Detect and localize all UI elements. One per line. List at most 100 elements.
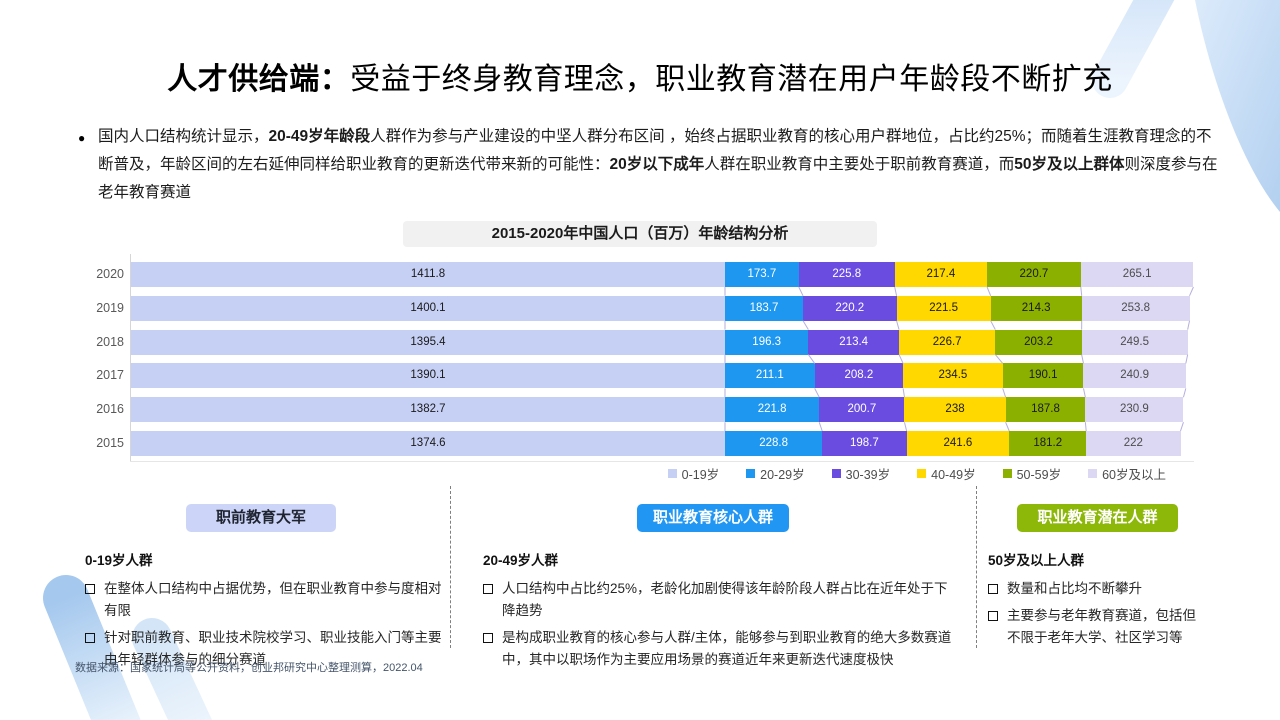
bar-segment: 253.8 <box>1081 295 1190 321</box>
bar-segment: 213.4 <box>808 329 900 355</box>
bar-segment: 220.2 <box>803 295 897 321</box>
legend-item: 30-39岁 <box>831 464 890 483</box>
intro-bold-segment: 50岁及以上群体 <box>1014 156 1125 173</box>
bar-segment: 226.7 <box>899 329 996 355</box>
legend-swatch <box>831 469 841 478</box>
section-bullet: 数量和占比均不断攀升 <box>988 578 1204 600</box>
badge-pre-career-education: 职前教育大军 <box>186 504 336 532</box>
page-title: 人才供给端：受益于终身教育理念，职业教育潜在用户年龄段不断扩充 <box>0 54 1280 98</box>
section-heading: 50岁及以上人群 <box>988 553 1085 568</box>
page-title-bold: 人才供给端： <box>167 63 351 96</box>
section-bullets: 在整体人口结构中占据优势，但在职业教育中参与度相对有限 针对职前教育、职业技术院校… <box>85 578 453 671</box>
checkbox-bullet-icon <box>85 633 95 643</box>
checkbox-bullet-icon <box>483 584 493 594</box>
chart-x-axis <box>130 461 1194 462</box>
bullet-text: 人口结构中占比约25%，老龄化加剧使得该年龄阶段人群占比在近年处于下降趋势 <box>502 581 948 618</box>
bullet-text: 主要参与老年教育赛道，包括但不限于老年大学、社区学习等 <box>1007 608 1196 645</box>
legend-swatch <box>917 469 927 478</box>
section-bullets: 人口结构中占比约25%，老龄化加剧使得该年龄阶段人群占比在近年处于下降趋势 是构成… <box>483 578 953 671</box>
bullet-dot-icon: ● <box>78 131 86 145</box>
bar-segment: 173.7 <box>725 262 799 287</box>
legend-swatch <box>667 469 677 478</box>
chart-row: 2019 1400.1 183.7 220.2 221.5 214.3 253.8 <box>84 295 1204 321</box>
total-bar: 1395.4 <box>131 329 725 355</box>
bullet-text: 针对职前教育、职业技术院校学习、职业技能入门等主要由年轻群体参与的细分赛道 <box>104 630 442 667</box>
population-chart: 2020 1411.8 173.7 225.8 217.4 220.7 265.1 2019 1… <box>84 254 1204 468</box>
badge-potential-population: 职业教育潜在人群 <box>1017 504 1178 532</box>
checkbox-bullet-icon <box>483 633 493 643</box>
year-label: 2017 <box>96 368 124 383</box>
intro-segment: 人群在职业教育中主要处于职前教育赛道，而 <box>704 156 1015 173</box>
data-source-note: 数据来源：国家统计局等公开资料，创业邦研究中心整理测算，2022.04 <box>75 662 423 674</box>
legend-swatch <box>1002 469 1012 478</box>
bar-segment: 238 <box>904 397 1006 423</box>
bar-segment: 220.7 <box>987 262 1081 287</box>
year-label: 2015 <box>96 436 124 450</box>
bar-segment: 265.1 <box>1080 262 1194 287</box>
bar-segment: 211.1 <box>725 363 815 389</box>
bar-segment: 198.7 <box>822 431 907 456</box>
total-bar: 1411.8 <box>131 262 725 287</box>
section-heading: 0-19岁人群 <box>85 553 153 568</box>
section-bullet: 是构成职业教育的核心参与人群/主体，能够参与到职业教育的绝大多数赛道中，其中以职… <box>483 627 953 671</box>
legend-item: 50-59岁 <box>1002 464 1062 483</box>
checkbox-bullet-icon <box>988 584 998 594</box>
intro-bold-segment: 20-49岁年龄段 <box>268 128 371 145</box>
section-heading: 20-49岁人群 <box>483 553 559 568</box>
bar-segment: 221.5 <box>896 295 991 321</box>
year-label: 2020 <box>96 267 124 281</box>
bullet-text: 是构成职业教育的核心参与人群/主体，能够参与到职业教育的绝大多数赛道中，其中以职… <box>502 630 952 667</box>
year-label: 2019 <box>96 300 124 315</box>
legend-item: 0-19岁 <box>667 464 719 483</box>
section-divider-left <box>450 486 451 648</box>
legend-swatch <box>1088 469 1098 478</box>
section-bullet: 主要参与老年教育赛道，包括但不限于老年大学、社区学习等 <box>988 605 1204 649</box>
chart-row: 2020 1411.8 173.7 225.8 217.4 220.7 265.1 <box>84 262 1204 287</box>
section-bullet: 针对职前教育、职业技术院校学习、职业技能入门等主要由年轻群体参与的细分赛道 <box>85 627 453 671</box>
year-label: 2016 <box>96 402 124 417</box>
year-label: 2018 <box>96 334 124 349</box>
checkbox-bullet-icon <box>85 584 95 594</box>
bar-segment: 181.2 <box>1009 431 1087 456</box>
chart-row: 2017 1390.1 211.1 208.2 234.5 190.1 240.9 <box>84 363 1204 389</box>
section-bullet: 人口结构中占比约25%，老龄化加剧使得该年龄阶段人群占比在近年处于下降趋势 <box>483 578 953 622</box>
chart-row: 2015 1374.6 228.8 198.7 241.6 181.2 222 <box>84 431 1204 456</box>
legend-label: 60岁及以上 <box>1102 468 1166 482</box>
section-50-plus: 50岁及以上人群 数量和占比均不断攀升主要参与老年教育赛道，包括但不限于老年大学… <box>988 549 1204 654</box>
intro-bold-segment: 20岁以下成年 <box>609 156 705 173</box>
bar-segment: 217.4 <box>894 262 988 287</box>
badge-core-population: 职业教育核心人群 <box>637 504 789 532</box>
bar-segment: 183.7 <box>725 295 804 321</box>
checkbox-bullet-icon <box>988 611 998 621</box>
bar-segment: 240.9 <box>1083 363 1186 389</box>
intro-text: 国内人口结构统计显示，20-49岁年龄段人群作为参与产业建设的中坚人群分布区间 … <box>98 128 1218 201</box>
section-20-49: 20-49岁人群 人口结构中占比约25%，老龄化加剧使得该年龄阶段人群占比在近年… <box>483 549 953 676</box>
legend-label: 50-59岁 <box>1016 468 1062 482</box>
bar-segment: 228.8 <box>725 431 823 456</box>
page-title-rest: 受益于终身教育理念，职业教育潜在用户年龄段不断扩充 <box>350 63 1113 96</box>
intro-bullet: ● 国内人口结构统计显示，20-49岁年龄段人群作为参与产业建设的中坚人群分布区… <box>78 123 1226 207</box>
section-divider-right <box>976 486 977 648</box>
bar-segment: 221.8 <box>725 397 820 423</box>
bar-segment: 249.5 <box>1081 329 1188 355</box>
legend-item: 60岁及以上 <box>1088 464 1166 483</box>
section-0-19: 0-19岁人群 在整体人口结构中占据优势，但在职业教育中参与度相对有限 针对职前教… <box>85 549 453 676</box>
bar-segment: 230.9 <box>1085 397 1184 423</box>
legend-item: 40-49岁 <box>917 464 976 483</box>
chart-row: 2018 1395.4 196.3 213.4 226.7 203.2 249.5 <box>84 329 1204 355</box>
bar-segment: 187.8 <box>1005 397 1086 423</box>
segment-connectors <box>724 286 1194 432</box>
bar-segment: 241.6 <box>906 431 1010 456</box>
section-bullet: 在整体人口结构中占据优势，但在职业教育中参与度相对有限 <box>85 578 453 622</box>
total-bar: 1390.1 <box>131 363 725 389</box>
legend-swatch <box>746 469 756 478</box>
bar-segment: 196.3 <box>725 329 809 355</box>
total-bar: 1400.1 <box>131 295 725 321</box>
bar-segment: 222 <box>1086 431 1181 456</box>
bar-segment: 208.2 <box>814 363 904 389</box>
bar-segment: 234.5 <box>903 363 1003 389</box>
bar-segment: 200.7 <box>819 397 905 423</box>
bar-segment: 225.8 <box>798 262 895 287</box>
intro-segment: 人群作为参与产业建设的中坚人群分布区间 ，始终占据职业教育的核心用户群地位，占比… <box>98 128 1212 173</box>
bullet-text: 在整体人口结构中占据优势，但在职业教育中参与度相对有限 <box>104 581 442 618</box>
